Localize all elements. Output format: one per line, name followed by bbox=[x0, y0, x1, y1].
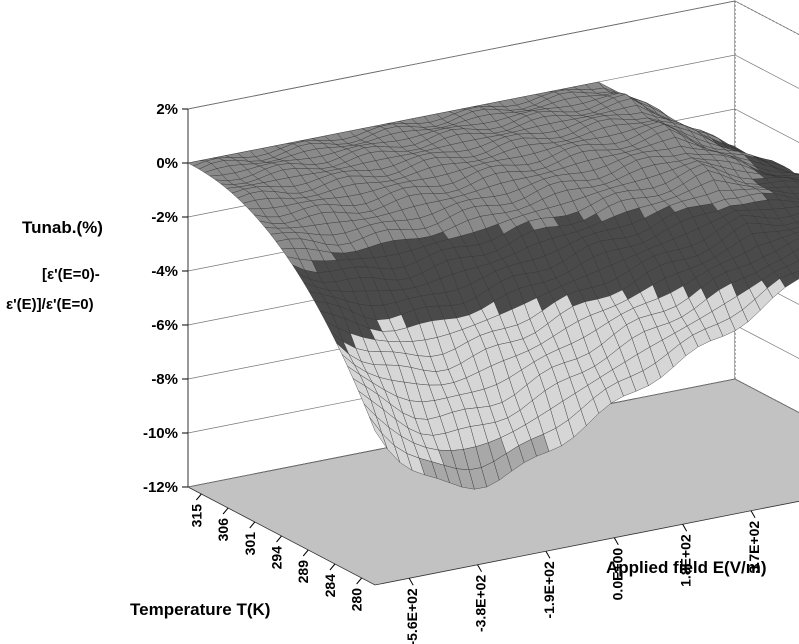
x-tick-label: 0.0E+00 bbox=[609, 548, 625, 601]
y-axis-ticks: 280 284 289 294 301 306 315 bbox=[188, 493, 365, 612]
surface-cell bbox=[785, 174, 799, 179]
surface-cell bbox=[782, 180, 799, 188]
surface-cell bbox=[790, 213, 799, 223]
y-axis-title: Temperature T(K) bbox=[130, 600, 271, 619]
y-tick-label: 294 bbox=[269, 546, 285, 570]
surface-cell bbox=[787, 186, 799, 195]
gridline bbox=[187, 0, 799, 110]
x-tick-label: -3.8E+02 bbox=[473, 575, 489, 632]
z-tick-label: -4% bbox=[151, 263, 178, 280]
x-tick-mark bbox=[613, 537, 619, 545]
surface-cell bbox=[789, 177, 799, 183]
x-tick-mark bbox=[408, 578, 414, 586]
z-axis-ticks: 2% 0% -2% -4% -6% -8% -10% -12% bbox=[143, 101, 188, 496]
surface-cell bbox=[786, 260, 799, 274]
z-tick-label: 2% bbox=[156, 101, 178, 118]
x-tick-label: 3.7E+02 bbox=[746, 521, 762, 574]
y-tick-mark bbox=[356, 577, 363, 585]
y-tick-mark bbox=[195, 493, 202, 501]
z-tick-label: -8% bbox=[151, 371, 178, 388]
z-tick-label: 0% bbox=[156, 155, 178, 172]
z-tick-label: -6% bbox=[151, 317, 178, 334]
x-tick-mark bbox=[750, 510, 756, 518]
z-axis-subtitle-line2: ε'(E)]/ε'(E=0) bbox=[6, 296, 94, 313]
surface-cell bbox=[793, 193, 799, 200]
x-axis-title: Applied field E(V/m) bbox=[606, 558, 767, 577]
y-tick-label: 306 bbox=[215, 518, 231, 542]
y-tick-mark bbox=[249, 521, 256, 529]
surface-cell bbox=[785, 206, 799, 217]
y-tick-label: 284 bbox=[322, 574, 338, 598]
y-tick-mark bbox=[276, 535, 282, 543]
surface-cell bbox=[782, 232, 799, 245]
y-tick-label: 301 bbox=[242, 532, 258, 556]
surface-mesh bbox=[187, 81, 799, 490]
surface-cell bbox=[791, 201, 799, 207]
x-tick-mark bbox=[477, 564, 482, 572]
surface-cell bbox=[791, 271, 799, 280]
z-tick-label: -12% bbox=[143, 479, 178, 496]
z-axis-subtitle-line1: [ε'(E=0)- bbox=[42, 266, 100, 283]
y-tick-label: 289 bbox=[295, 560, 311, 584]
x-tick-mark bbox=[682, 524, 688, 532]
y-tick-mark bbox=[329, 563, 336, 571]
surface-cell bbox=[792, 172, 799, 175]
x-tick-mark bbox=[545, 551, 551, 559]
y-tick-label: 280 bbox=[349, 588, 365, 612]
y-tick-label: 315 bbox=[188, 504, 204, 528]
x-tick-label: -5.6E+02 bbox=[404, 588, 420, 644]
z-tick-label: -10% bbox=[143, 425, 178, 442]
y-tick-mark bbox=[302, 549, 309, 557]
surface-cell bbox=[787, 238, 799, 253]
z-axis-title: Tunab.(%) bbox=[22, 218, 103, 237]
surface-cell bbox=[796, 221, 799, 225]
z-tick-label: -2% bbox=[151, 209, 178, 226]
y-tick-mark bbox=[222, 507, 229, 515]
surface-cell bbox=[788, 227, 799, 234]
surface-cell bbox=[786, 196, 799, 203]
surface-cell bbox=[780, 191, 799, 200]
surface-cell bbox=[783, 222, 799, 231]
x-tick-label: 1.8E+02 bbox=[678, 534, 694, 587]
x-tick-label: -1.9E+02 bbox=[541, 561, 557, 618]
x-axis-ticks: -5.6E+02 -3.8E+02 -1.9E+02 0.0E+00 1.8E+02 3.… bbox=[404, 510, 762, 644]
surface-cell bbox=[793, 248, 799, 262]
